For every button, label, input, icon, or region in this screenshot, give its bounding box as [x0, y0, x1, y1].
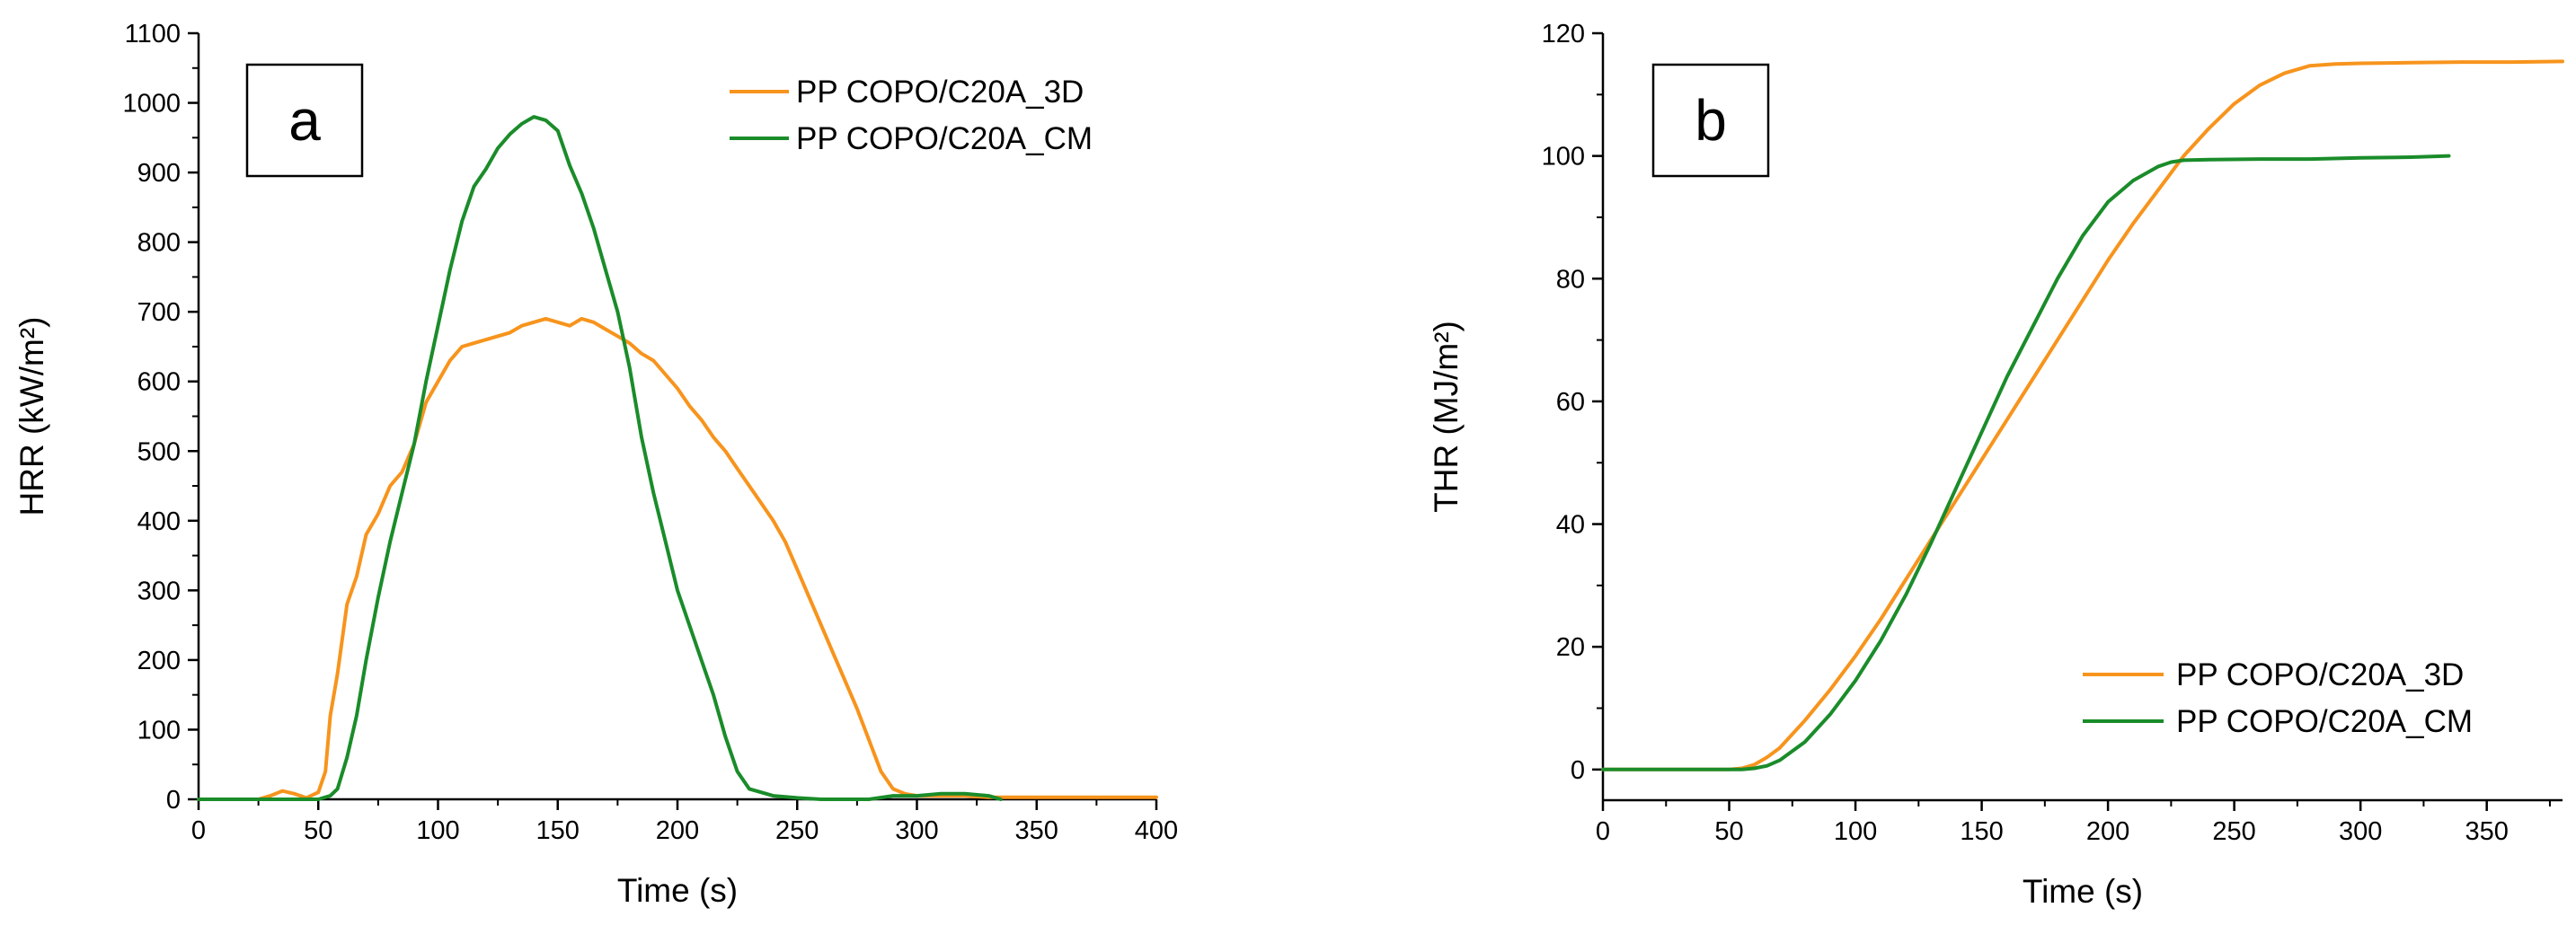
y-tick-label: 200	[137, 647, 181, 675]
y-tick-label: 80	[1556, 265, 1585, 294]
x-tick-label: 400	[1135, 816, 1178, 845]
x-tick-label: 300	[2339, 817, 2382, 846]
y-tick-label: 0	[166, 786, 181, 815]
legend-label-3d: PP COPO/C20A_3D	[2176, 657, 2464, 692]
x-tick-label: 300	[895, 816, 938, 845]
y-tick-label: 40	[1556, 511, 1585, 540]
chart-panel-b: 0 20 40 60 80 100 120 0 50 100 150 200 250 300 350 Time…	[1428, 20, 2564, 910]
y-tick-label: 0	[1571, 756, 1585, 785]
x-axis-title: Time (s)	[617, 872, 738, 909]
panel-label-box	[1651, 63, 1770, 178]
panel-label: b	[1695, 88, 1727, 153]
y-tick-label: 900	[137, 159, 181, 188]
y-tick-label: 20	[1556, 633, 1585, 662]
y-tick-label: 1000	[122, 90, 181, 119]
y-tick-label: 800	[137, 229, 181, 258]
series-line-cm	[1601, 154, 2451, 771]
legend-label-cm: PP COPO/C20A_CM	[796, 121, 1093, 156]
legend-label-3d: PP COPO/C20A_3D	[796, 75, 1084, 110]
y-tick-label: 100	[1542, 143, 1585, 172]
x-tick-label: 50	[304, 816, 332, 845]
y-tick-label: 300	[137, 577, 181, 605]
x-tick-label: 200	[2086, 817, 2129, 846]
y-tick-label: 100	[137, 716, 181, 745]
x-axis-title: Time (s)	[2023, 873, 2143, 910]
x-tick-label: 350	[1015, 816, 1058, 845]
x-tick-label: 350	[2465, 817, 2508, 846]
x-tick-label: 250	[2212, 817, 2255, 846]
x-tick-label: 250	[775, 816, 819, 845]
x-tick-label: 150	[1960, 817, 2003, 846]
x-tick-label: 50	[1714, 817, 1743, 846]
panel-label-box	[245, 63, 364, 178]
chart-panel-a: 0 100 200 300 400 500 600 700 800 900 1000 1100 0 50 1…	[13, 20, 1178, 909]
x-tick-label: 200	[656, 816, 699, 845]
x-tick-label: 100	[416, 816, 459, 845]
y-tick-label: 500	[137, 437, 181, 466]
y-tick-label: 60	[1556, 388, 1585, 417]
panel-label: a	[288, 88, 321, 153]
y-tick-label: 700	[137, 298, 181, 327]
y-tick-label: 1100	[125, 20, 181, 48]
legend-label-cm: PP COPO/C20A_CM	[2176, 704, 2473, 739]
x-tick-label: 150	[536, 816, 580, 845]
y-axis-title: THR (MJ/m²)	[1428, 321, 1465, 513]
series-line-3d	[197, 316, 1158, 801]
series-line-cm	[197, 115, 1003, 801]
x-tick-label: 0	[191, 816, 206, 845]
y-tick-label: 120	[1542, 20, 1585, 48]
x-tick-label: 0	[1596, 817, 1610, 846]
y-tick-label: 400	[137, 507, 181, 536]
y-axis-title: HRR (kW/m²)	[13, 317, 50, 516]
x-tick-label: 100	[1834, 817, 1877, 846]
y-tick-label: 600	[137, 368, 181, 397]
series-line-3d	[1601, 59, 2564, 771]
